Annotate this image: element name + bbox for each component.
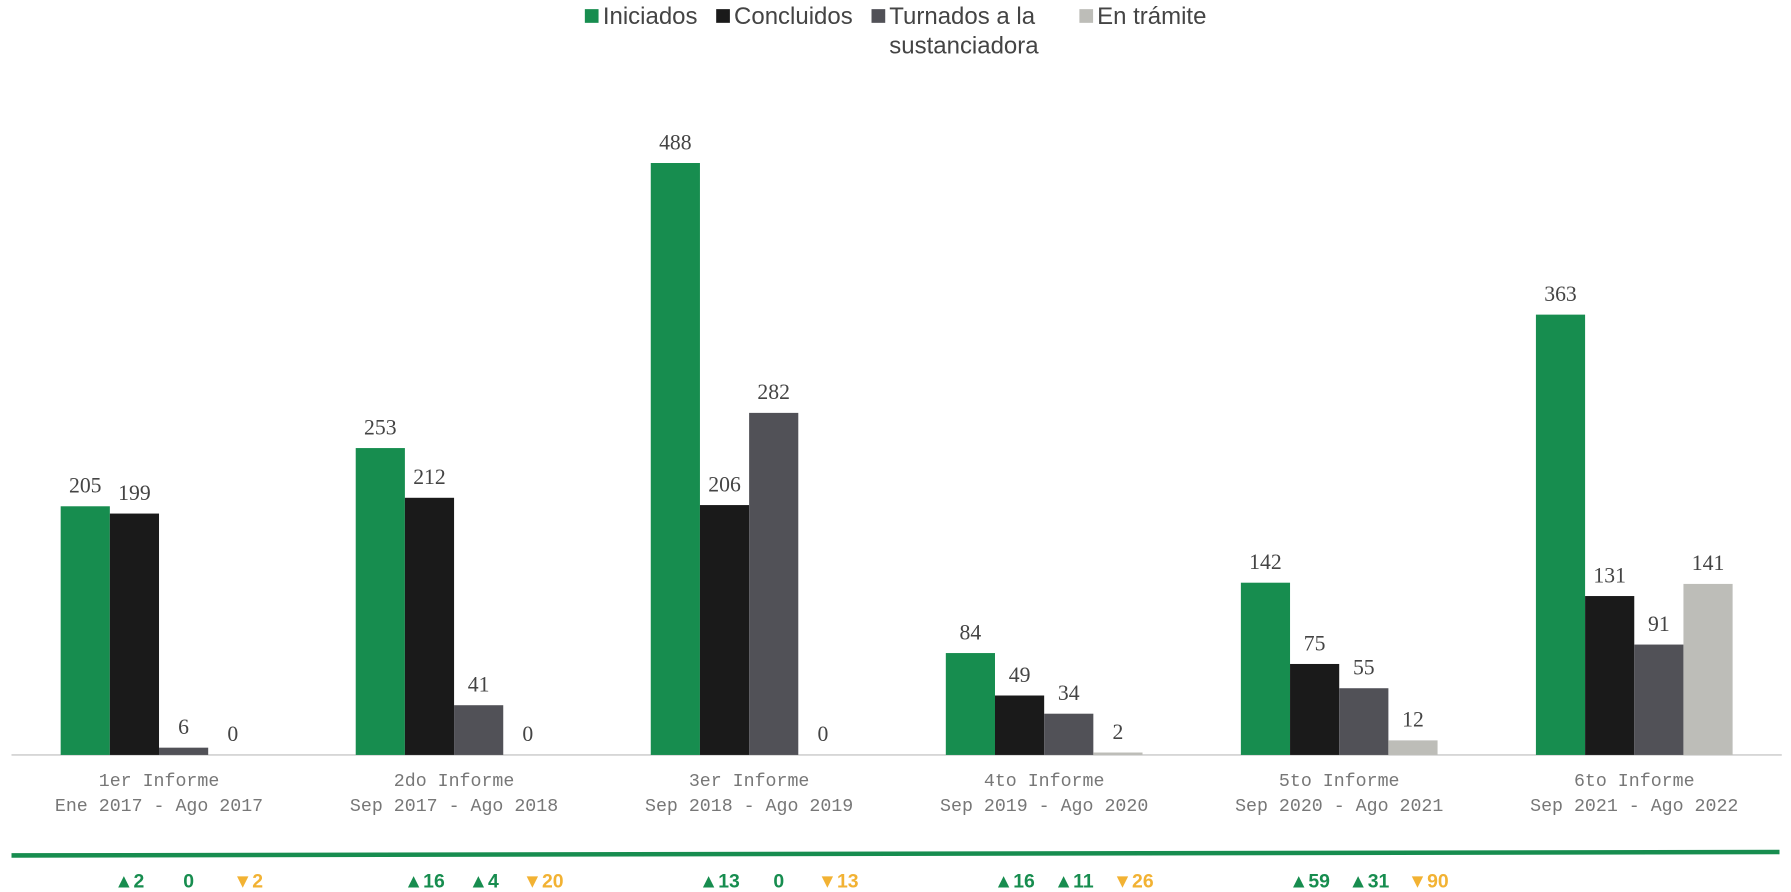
legend: Iniciados Concluidos Turnados a la sustanc… <box>343 2 1449 61</box>
indicator: ▲13 <box>699 870 740 892</box>
value-label: 0 <box>817 722 828 746</box>
legend-swatch <box>584 9 599 23</box>
bar <box>355 448 405 755</box>
legend-box: Iniciados Concluidos Turnados a la sustanc… <box>343 2 1449 61</box>
indicator: ▲16 <box>994 870 1035 892</box>
value-label: 2 <box>1113 720 1124 744</box>
value-label: 49 <box>1009 663 1031 687</box>
x-tick-label: Ene 2017 - Ago 2017 <box>55 797 263 817</box>
bar <box>1683 583 1733 755</box>
indicator: ▲2 <box>114 870 144 892</box>
x-tick-label: Sep 2018 - Ago 2019 <box>645 797 853 817</box>
bar <box>1634 644 1684 755</box>
value-label: 34 <box>1058 681 1080 705</box>
indicator: ▲31 <box>1349 870 1390 892</box>
legend-item: Iniciados <box>584 2 698 61</box>
divider <box>11 849 1780 858</box>
value-label: 199 <box>118 481 151 505</box>
bar <box>404 497 455 755</box>
value-label: 75 <box>1304 631 1326 655</box>
indicator: 0 <box>773 870 784 892</box>
legend-label: Iniciados <box>602 3 698 30</box>
bar <box>1093 752 1143 755</box>
x-tick-label: 3er Informe <box>689 772 810 792</box>
x-tick-label: Sep 2017 - Ago 2018 <box>350 797 558 817</box>
value-label: 91 <box>1648 612 1670 636</box>
x-tick-label: 2do Informe <box>394 772 515 792</box>
bar <box>650 163 700 755</box>
indicator: ▼26 <box>1113 870 1154 892</box>
value-label: 253 <box>364 415 397 439</box>
bar <box>454 705 504 755</box>
bar <box>60 506 110 755</box>
value-label: 363 <box>1544 282 1577 306</box>
value-label: 142 <box>1249 550 1282 574</box>
bar <box>1240 582 1291 755</box>
x-tick-label: 4to Informe <box>984 772 1105 792</box>
x-tick-label: 6to Informe <box>1574 772 1695 792</box>
bar <box>159 747 209 755</box>
x-tick-label: Sep 2020 - Ago 2021 <box>1235 797 1443 817</box>
legend-label: En trámite <box>1097 3 1207 30</box>
bar <box>1339 688 1389 755</box>
indicator: ▼13 <box>818 870 859 892</box>
value-label: 205 <box>69 474 102 498</box>
bar <box>109 513 160 755</box>
indicator: ▼20 <box>523 870 564 892</box>
value-label: 84 <box>960 620 982 644</box>
indicator: ▲16 <box>404 870 445 892</box>
value-label: 141 <box>1692 551 1725 575</box>
value-label: 0 <box>522 722 533 746</box>
bar <box>1290 663 1340 755</box>
x-tick-label: 5to Informe <box>1279 772 1400 792</box>
x-tick-label: Sep 2019 - Ago 2020 <box>940 797 1148 817</box>
indicator: ▲11 <box>1054 870 1094 892</box>
legend-item: En trámite <box>1078 2 1207 61</box>
indicator: ▼90 <box>1408 870 1449 892</box>
bar <box>749 412 799 755</box>
indicator: 0 <box>183 870 194 892</box>
bar <box>1585 596 1635 755</box>
bar <box>945 653 995 755</box>
legend-label: Turnados a la sustanciadora <box>889 3 1039 60</box>
bar <box>1388 740 1438 755</box>
value-label: 12 <box>1402 708 1424 732</box>
value-label: 206 <box>708 472 741 496</box>
value-label: 282 <box>757 380 790 404</box>
legend-swatch <box>715 9 730 23</box>
legend-swatch <box>1078 9 1093 23</box>
value-label: 41 <box>468 673 490 697</box>
x-tick-label: Sep 2021 - Ago 2022 <box>1530 797 1738 817</box>
value-label: 0 <box>227 722 238 746</box>
value-label: 488 <box>659 130 692 154</box>
x-tick-label: 1er Informe <box>99 772 220 792</box>
indicator: ▼2 <box>233 870 263 892</box>
legend-item: Turnados a la sustanciadora <box>870 2 1061 61</box>
value-label: 131 <box>1593 563 1626 587</box>
value-label: 55 <box>1353 656 1375 680</box>
legend-item: Concluidos <box>715 2 853 61</box>
bar <box>994 695 1045 755</box>
bar <box>1044 713 1094 755</box>
legend-label: Concluidos <box>734 3 853 30</box>
value-label: 6 <box>178 715 189 739</box>
value-label: 212 <box>413 465 446 489</box>
bar <box>699 505 750 755</box>
legend-swatch <box>870 9 885 23</box>
indicator: ▲4 <box>469 870 499 892</box>
indicator: ▲59 <box>1289 870 1330 892</box>
bar <box>1535 314 1586 755</box>
